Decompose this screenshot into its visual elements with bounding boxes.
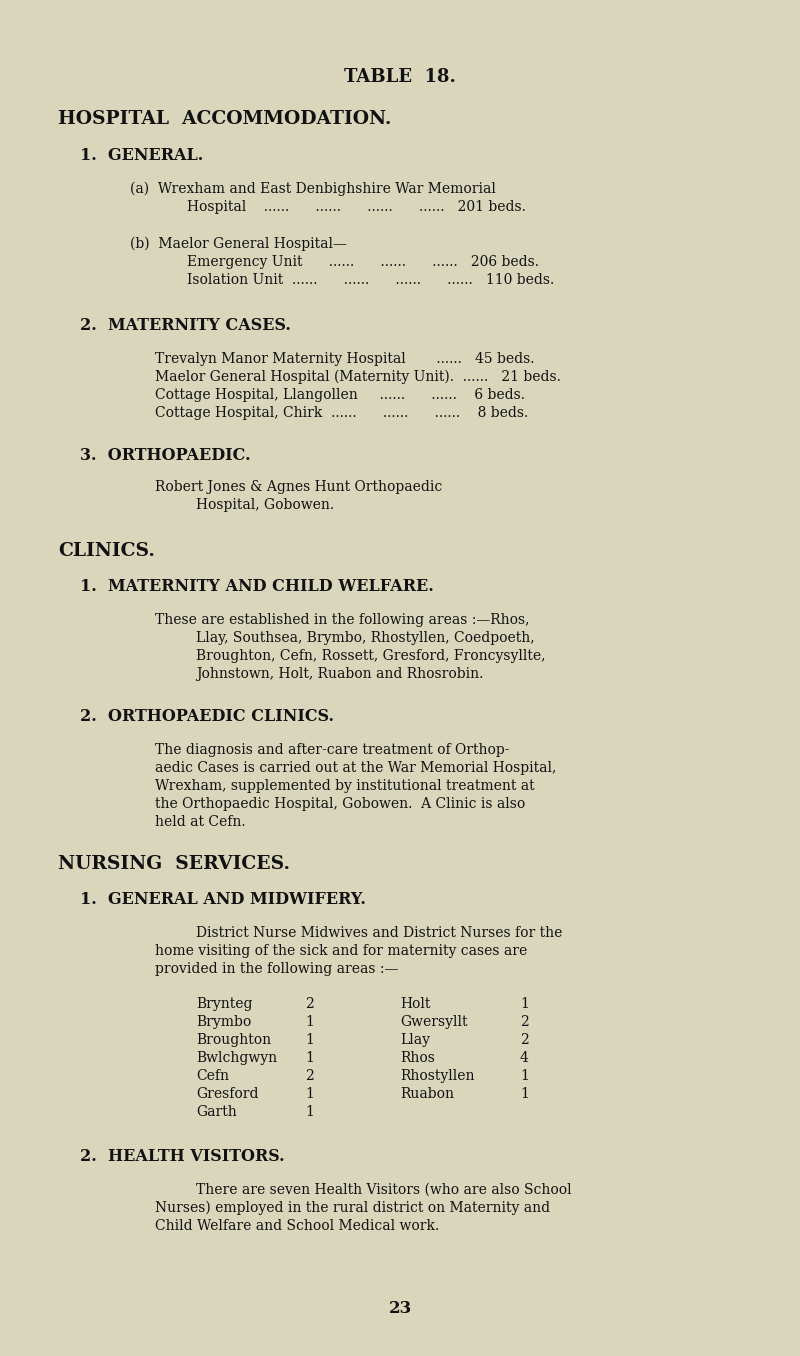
Text: 23: 23: [388, 1300, 412, 1317]
Text: 1.  GENERAL AND MIDWIFERY.: 1. GENERAL AND MIDWIFERY.: [80, 891, 366, 909]
Text: District Nurse Midwives and District Nurses for the: District Nurse Midwives and District Nur…: [196, 926, 562, 940]
Text: 4: 4: [520, 1051, 529, 1064]
Text: Robert Jones & Agnes Hunt Orthopaedic: Robert Jones & Agnes Hunt Orthopaedic: [155, 480, 442, 494]
Text: Hospital    ......      ......      ......      ......   201 beds.: Hospital ...... ...... ...... ...... 201…: [187, 199, 526, 214]
Text: The diagnosis and after-care treatment of Orthop-: The diagnosis and after-care treatment o…: [155, 743, 510, 757]
Text: Broughton: Broughton: [196, 1033, 271, 1047]
Text: provided in the following areas :—: provided in the following areas :—: [155, 961, 398, 976]
Text: Holt: Holt: [400, 997, 430, 1012]
Text: Nurses) employed in the rural district on Maternity and: Nurses) employed in the rural district o…: [155, 1201, 550, 1215]
Text: Johnstown, Holt, Ruabon and Rhosrobin.: Johnstown, Holt, Ruabon and Rhosrobin.: [196, 667, 483, 681]
Text: Garth: Garth: [196, 1105, 237, 1119]
Text: Ruabon: Ruabon: [400, 1088, 454, 1101]
Text: 2: 2: [520, 1033, 529, 1047]
Text: Child Welfare and School Medical work.: Child Welfare and School Medical work.: [155, 1219, 439, 1233]
Text: 1: 1: [520, 1088, 529, 1101]
Text: 1: 1: [520, 997, 529, 1012]
Text: Cefn: Cefn: [196, 1069, 229, 1083]
Text: 1: 1: [305, 1051, 314, 1064]
Text: Gresford: Gresford: [196, 1088, 258, 1101]
Text: Emergency Unit      ......      ......      ......   206 beds.: Emergency Unit ...... ...... ...... 206 …: [187, 255, 539, 268]
Text: 3.  ORTHOPAEDIC.: 3. ORTHOPAEDIC.: [80, 447, 250, 464]
Text: Isolation Unit  ......      ......      ......      ......   110 beds.: Isolation Unit ...... ...... ...... ....…: [187, 273, 554, 287]
Text: NURSING  SERVICES.: NURSING SERVICES.: [58, 856, 290, 873]
Text: Hospital, Gobowen.: Hospital, Gobowen.: [196, 498, 334, 513]
Text: (b)  Maelor General Hospital—: (b) Maelor General Hospital—: [130, 237, 347, 251]
Text: 2.  MATERNITY CASES.: 2. MATERNITY CASES.: [80, 317, 291, 334]
Text: 1: 1: [305, 1105, 314, 1119]
Text: Brymbo: Brymbo: [196, 1016, 251, 1029]
Text: Llay: Llay: [400, 1033, 430, 1047]
Text: 1: 1: [305, 1016, 314, 1029]
Text: 1.  MATERNITY AND CHILD WELFARE.: 1. MATERNITY AND CHILD WELFARE.: [80, 578, 434, 595]
Text: the Orthopaedic Hospital, Gobowen.  A Clinic is also: the Orthopaedic Hospital, Gobowen. A Cli…: [155, 797, 526, 811]
Text: 1: 1: [520, 1069, 529, 1083]
Text: 2: 2: [520, 1016, 529, 1029]
Text: CLINICS.: CLINICS.: [58, 542, 155, 560]
Text: Cottage Hospital, Chirk  ......      ......      ......    8 beds.: Cottage Hospital, Chirk ...... ...... ..…: [155, 405, 528, 420]
Text: 1.  GENERAL.: 1. GENERAL.: [80, 146, 203, 164]
Text: held at Cefn.: held at Cefn.: [155, 815, 246, 829]
Text: 2.  HEALTH VISITORS.: 2. HEALTH VISITORS.: [80, 1149, 285, 1165]
Text: Llay, Southsea, Brymbo, Rhostyllen, Coedpoeth,: Llay, Southsea, Brymbo, Rhostyllen, Coed…: [196, 631, 534, 645]
Text: 1: 1: [305, 1088, 314, 1101]
Text: Wrexham, supplemented by institutional treatment at: Wrexham, supplemented by institutional t…: [155, 778, 534, 793]
Text: These are established in the following areas :—Rhos,: These are established in the following a…: [155, 613, 530, 626]
Text: HOSPITAL  ACCOMMODATION.: HOSPITAL ACCOMMODATION.: [58, 110, 391, 127]
Text: Gwersyllt: Gwersyllt: [400, 1016, 467, 1029]
Text: There are seven Health Visitors (who are also School: There are seven Health Visitors (who are…: [196, 1182, 572, 1197]
Text: 2: 2: [305, 997, 314, 1012]
Text: home visiting of the sick and for maternity cases are: home visiting of the sick and for matern…: [155, 944, 527, 957]
Text: Maelor General Hospital (Maternity Unit).  ......   21 beds.: Maelor General Hospital (Maternity Unit)…: [155, 370, 561, 384]
Text: TABLE  18.: TABLE 18.: [344, 68, 456, 85]
Text: Rhos: Rhos: [400, 1051, 435, 1064]
Text: Broughton, Cefn, Rossett, Gresford, Froncysyllte,: Broughton, Cefn, Rossett, Gresford, Fron…: [196, 650, 546, 663]
Text: Brynteg: Brynteg: [196, 997, 253, 1012]
Text: Rhostyllen: Rhostyllen: [400, 1069, 474, 1083]
Text: 2: 2: [305, 1069, 314, 1083]
Text: (a)  Wrexham and East Denbighshire War Memorial: (a) Wrexham and East Denbighshire War Me…: [130, 182, 496, 197]
Text: Bwlchgwyn: Bwlchgwyn: [196, 1051, 277, 1064]
Text: 1: 1: [305, 1033, 314, 1047]
Text: 2.  ORTHOPAEDIC CLINICS.: 2. ORTHOPAEDIC CLINICS.: [80, 708, 334, 725]
Text: aedic Cases is carried out at the War Memorial Hospital,: aedic Cases is carried out at the War Me…: [155, 761, 556, 776]
Text: Cottage Hospital, Llangollen     ......      ......    6 beds.: Cottage Hospital, Llangollen ...... ....…: [155, 388, 525, 401]
Text: Trevalyn Manor Maternity Hospital       ......   45 beds.: Trevalyn Manor Maternity Hospital ......…: [155, 353, 534, 366]
